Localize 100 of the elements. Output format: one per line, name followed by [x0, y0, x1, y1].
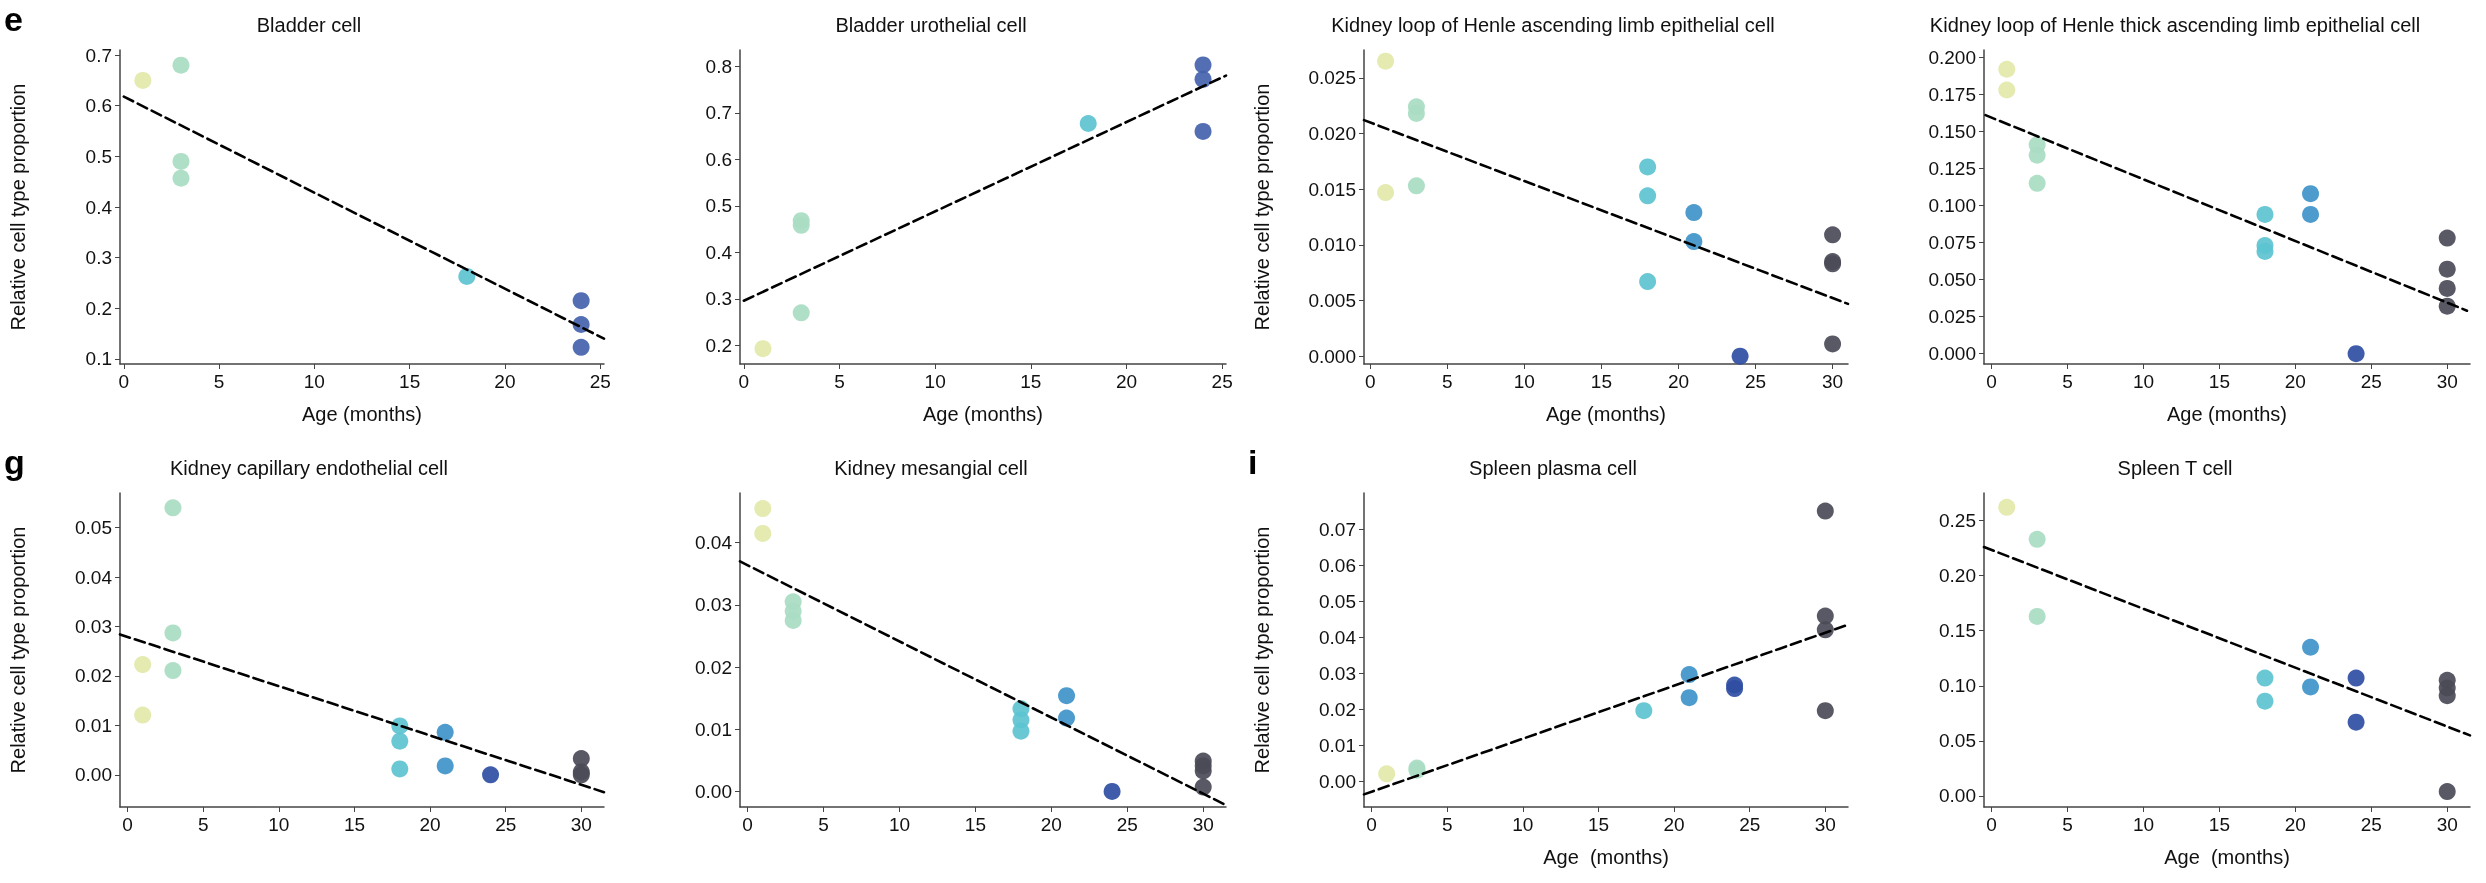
x-tick-label: 10 — [268, 814, 290, 835]
x-tick-label: 5 — [818, 814, 829, 835]
x-tick-label: 5 — [213, 371, 225, 392]
x-tick-label: 0 — [1986, 371, 1997, 392]
x-tick-label: 30 — [2436, 371, 2458, 392]
x-tick-label: 10 — [1513, 371, 1535, 392]
x-tick-label: 0 — [1366, 814, 1377, 835]
x-tick-label: 10 — [888, 814, 911, 835]
y-tick-label: 0.015 — [1308, 178, 1356, 200]
x-tick-label: 15 — [399, 371, 421, 392]
x-tick-label: 25 — [1211, 371, 1233, 392]
x-tick-label: 25 — [1116, 814, 1138, 835]
y-tick-label: 0.000 — [1308, 345, 1356, 367]
x-tick-label: 25 — [1739, 814, 1761, 835]
x-tick-label: 30 — [1192, 814, 1214, 835]
y-tick-label: 0.000 — [1928, 343, 1976, 365]
chart-title: Bladder cell — [256, 14, 362, 36]
y-tick-label: 0.00 — [1939, 785, 1976, 807]
chart-title: Bladder urothelial cell — [835, 14, 1027, 36]
x-tick-label: 20 — [494, 371, 516, 392]
y-tick-label: 0.02 — [695, 656, 732, 678]
y-tick-label: 0.2 — [705, 334, 732, 356]
x-tick-label: 0 — [1986, 814, 1997, 835]
y-tick-label: 0.7 — [85, 44, 112, 66]
y-tick-label: 0.3 — [85, 247, 112, 269]
y-tick-label: 0.03 — [75, 616, 112, 638]
y-tick-label: 0.8 — [705, 55, 732, 77]
y-tick-label: 0.3 — [705, 288, 732, 310]
chart-title: Kidney loop of Henle ascending limb epithelial cell — [1331, 14, 1775, 36]
x-tick-label: 5 — [1441, 371, 1453, 392]
y-tick-label: 0.01 — [1319, 735, 1356, 757]
chart-title: Spleen T cell — [2117, 457, 2233, 479]
x-axis-title: Age (months) — [1543, 846, 1669, 868]
text: i — [1248, 443, 1258, 481]
y-axis-title: Relative cell type proportion — [7, 526, 29, 774]
y-tick-label: 0.4 — [705, 241, 733, 263]
y-tick-label: 0.02 — [1319, 699, 1356, 721]
y-tick-label: 0.03 — [695, 594, 732, 616]
y-tick-label: 0.025 — [1928, 306, 1976, 328]
x-tick-label: 10 — [2132, 814, 2155, 835]
x-tick-label: 5 — [1441, 814, 1453, 835]
x-tick-label: 10 — [2132, 371, 2155, 392]
y-tick-label: 0.00 — [75, 764, 112, 786]
x-tick-label: 20 — [2284, 371, 2306, 392]
y-tick-label: 0.00 — [695, 780, 732, 802]
text: e — [4, 0, 23, 38]
x-tick-label: 30 — [2436, 814, 2458, 835]
x-tick-label: 20 — [2284, 814, 2306, 835]
y-tick-label: 0.05 — [75, 517, 112, 539]
x-tick-label: 30 — [570, 814, 592, 835]
y-tick-label: 0.04 — [75, 566, 113, 588]
y-tick-label: 0.04 — [1319, 626, 1357, 648]
y-tick-label: 0.075 — [1928, 232, 1976, 254]
y-tick-label: 0.07 — [1319, 518, 1356, 540]
x-tick-label: 0 — [122, 814, 133, 835]
x-tick-label: 0 — [1364, 371, 1376, 392]
y-tick-label: 0.06 — [1319, 554, 1356, 576]
x-tick-label: 25 — [589, 371, 611, 392]
x-tick-label: 15 — [1020, 371, 1042, 392]
y-tick-label: 0.5 — [85, 145, 112, 167]
x-tick-label: 5 — [834, 371, 845, 392]
chart-title: Kidney loop of Henle thick ascending limb epithelial cell — [1929, 14, 2421, 36]
chart-title: Kidney mesangial cell — [834, 457, 1028, 479]
y-tick-label: 0.7 — [705, 102, 732, 124]
x-tick-label: 5 — [2062, 371, 2073, 392]
y-tick-label: 0.150 — [1928, 120, 1976, 142]
x-tick-label: 20 — [419, 814, 441, 835]
y-tick-label: 0.01 — [75, 714, 112, 736]
y-tick-label: 0.20 — [1939, 565, 1976, 587]
chart-title: Kidney capillary endothelial cell — [170, 457, 448, 479]
y-tick-label: 0.050 — [1928, 269, 1976, 291]
x-tick-label: 25 — [2360, 814, 2382, 835]
y-tick-label: 0.25 — [1939, 510, 1976, 532]
x-tick-label: 5 — [197, 814, 209, 835]
text: g — [4, 443, 25, 481]
x-tick-label: 15 — [964, 814, 986, 835]
y-tick-label: 0.04 — [695, 532, 733, 554]
chart-title: Spleen plasma cell — [1469, 457, 1637, 479]
x-tick-label: 0 — [738, 371, 750, 392]
y-tick-label: 0.10 — [1939, 675, 1976, 697]
x-tick-label: 15 — [2208, 371, 2230, 392]
y-axis-title: Relative cell type proportion — [7, 83, 29, 331]
x-tick-label: 25 — [495, 814, 517, 835]
y-tick-label: 0.15 — [1939, 620, 1976, 642]
y-tick-label: 0.025 — [1308, 67, 1356, 89]
x-tick-label: 15 — [1587, 814, 1610, 835]
y-tick-label: 0.100 — [1928, 195, 1976, 217]
x-tick-label: 10 — [1512, 814, 1534, 835]
y-tick-label: 0.175 — [1928, 83, 1976, 105]
y-tick-label: 0.4 — [85, 196, 113, 218]
y-tick-label: 0.010 — [1308, 234, 1356, 256]
x-tick-label: 30 — [1822, 371, 1844, 392]
y-tick-label: 0.01 — [695, 718, 732, 740]
x-tick-label: 25 — [2360, 371, 2382, 392]
x-tick-label: 15 — [2208, 814, 2230, 835]
x-tick-label: 25 — [1744, 371, 1767, 392]
y-tick-label: 0.05 — [1939, 730, 1976, 752]
x-axis-title: Age (months) — [301, 403, 423, 425]
x-tick-label: 30 — [1814, 814, 1836, 835]
x-tick-label: 20 — [1115, 371, 1138, 392]
